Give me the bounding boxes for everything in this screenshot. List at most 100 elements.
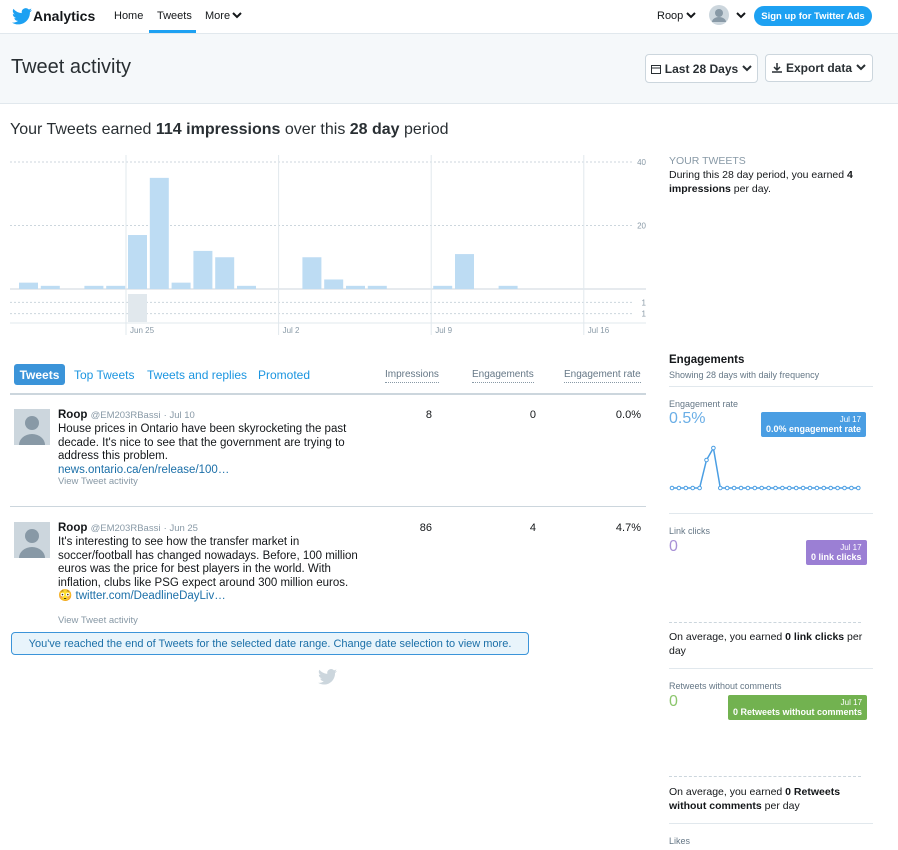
date-range-button[interactable]: Last 28 Days <box>645 54 758 83</box>
tab[interactable]: Top Tweets <box>74 368 135 382</box>
tweet-text: House prices in Ontario have been skyroc… <box>58 423 358 477</box>
text: per day <box>669 631 863 657</box>
impression-bar <box>149 177 169 289</box>
summary-text: period <box>399 121 449 138</box>
engagements-title: Engagements <box>669 354 745 366</box>
sparkline-point <box>773 485 778 491</box>
sparkline-point <box>835 485 840 491</box>
download-icon <box>771 63 782 73</box>
tab[interactable]: Tweets and replies <box>147 368 248 382</box>
x-tick-label: Jul 2 <box>283 326 300 335</box>
summary-text: Your Tweets earned <box>10 121 156 138</box>
sparkline-point <box>821 485 827 491</box>
sparkline-point <box>814 485 820 491</box>
tab-active[interactable]: Tweets <box>14 364 65 385</box>
impression-bar <box>171 282 191 289</box>
tweet-author: Roop @EM203RBassi · Jul 10 <box>58 409 195 421</box>
tooltip-date: Jul 17 <box>840 698 863 707</box>
tooltip-date: Jul 17 <box>839 415 862 424</box>
bird-icon <box>318 669 337 685</box>
text-strong: 0 Retweets without comments <box>669 786 841 812</box>
sparkline-point <box>800 485 806 491</box>
text: On average, you earned <box>669 786 786 798</box>
sparkline-point <box>669 485 675 491</box>
tweet-link[interactable]: news.ontario.ca/en/release/100… <box>58 463 230 476</box>
sparkline-point <box>842 485 847 491</box>
impression-bar <box>106 285 126 289</box>
sparkline-point <box>738 485 744 491</box>
your-tweets-text: During this 28 day period, you earned 4 … <box>669 168 869 196</box>
user-name[interactable]: Roop <box>657 10 684 22</box>
impressions-chart: 20 40 1 1 Jun 25 Jul 2 Jul 9 Jul 16 <box>10 155 647 335</box>
text-strong: 4 impressions <box>669 169 853 195</box>
text: per day <box>761 800 800 812</box>
avatar <box>14 522 50 558</box>
summary-text: over this <box>280 121 350 138</box>
avatar-silhouette <box>19 529 45 558</box>
impression-bar <box>215 257 235 289</box>
chevron <box>742 64 752 71</box>
column-header[interactable]: Engagements <box>472 369 534 383</box>
avatar-silhouette <box>19 416 45 445</box>
metric-label: Engagement rate <box>669 399 739 409</box>
user-avatar[interactable] <box>709 5 729 25</box>
tweet-link[interactable]: twitter.com/DeadlineDayLiv… <box>75 590 226 602</box>
ads-button[interactable]: Sign up for Twitter Ads <box>754 6 872 26</box>
sparkline-point <box>849 485 854 491</box>
x-tick-label: Jul 9 <box>435 326 452 335</box>
sparkline-point <box>690 485 696 491</box>
sparkline-point <box>759 485 764 491</box>
impression-bar <box>455 254 474 289</box>
sparkline-point <box>780 485 785 491</box>
impression-bar <box>19 282 38 289</box>
engagements: 4 <box>529 522 536 534</box>
tab[interactable]: Promoted <box>258 368 311 382</box>
nav-link[interactable]: More <box>205 10 231 22</box>
metric-value: 0.5% <box>669 410 706 427</box>
engagement-bar <box>128 294 147 322</box>
sparkline-point <box>745 485 751 491</box>
engagement-rate: 4.7% <box>615 522 641 534</box>
export-button[interactable]: Export data <box>765 54 873 82</box>
impression-bar <box>193 250 213 289</box>
tooltip: Jul 17 0 link clicks <box>806 540 867 565</box>
avatar <box>14 409 50 445</box>
baseline <box>669 776 861 777</box>
engagement-rate: 0.0% <box>615 409 641 421</box>
sparkline-point <box>856 485 861 491</box>
top-nav: Analytics Home Tweets More Roop Sign up … <box>0 0 898 34</box>
tweet-body: House prices in Ontario have been skyroc… <box>58 423 347 462</box>
tooltip-date: Jul 17 <box>840 543 862 552</box>
view-activity[interactable]: View Tweet activity <box>58 615 138 626</box>
metric-value: 0 <box>669 693 678 710</box>
sparkline-point <box>683 485 689 491</box>
impression-bar <box>40 285 60 289</box>
column-header[interactable]: Impressions <box>385 369 439 383</box>
sparkline-point <box>766 485 771 491</box>
view-activity[interactable]: View Tweet activity <box>58 476 138 487</box>
page-header: Tweet activity Last 28 Days Export data <box>0 34 898 104</box>
your-tweets-heading: YOUR TWEETS <box>669 155 746 167</box>
sparkline-point <box>704 457 709 463</box>
tweet-text: It's interesting to see how the transfer… <box>58 536 358 604</box>
author-name: Roop <box>58 409 88 421</box>
impressions: 8 <box>425 409 432 421</box>
metric-value: 0 <box>669 538 678 555</box>
sparkline-point <box>724 485 730 491</box>
impression-bar <box>302 257 322 289</box>
impression-bar <box>324 279 344 289</box>
chevron <box>736 12 746 19</box>
column-header[interactable]: Engagement rate <box>564 369 641 383</box>
chevron <box>232 12 242 19</box>
baseline <box>669 622 861 623</box>
author-handle: @EM203RBassi <box>90 523 161 534</box>
nav-link[interactable]: Tweets <box>157 10 192 22</box>
tweet-date: · Jul 10 <box>163 410 195 421</box>
divider <box>10 506 646 507</box>
nav-link[interactable]: Home <box>114 10 144 22</box>
x-tick-label: Jun 25 <box>130 326 155 335</box>
engagement-rate-sparkline <box>669 445 861 491</box>
x-tick-label: Jul 16 <box>588 326 610 335</box>
brand: Analytics <box>33 8 96 24</box>
bird-logo[interactable] <box>12 8 32 25</box>
